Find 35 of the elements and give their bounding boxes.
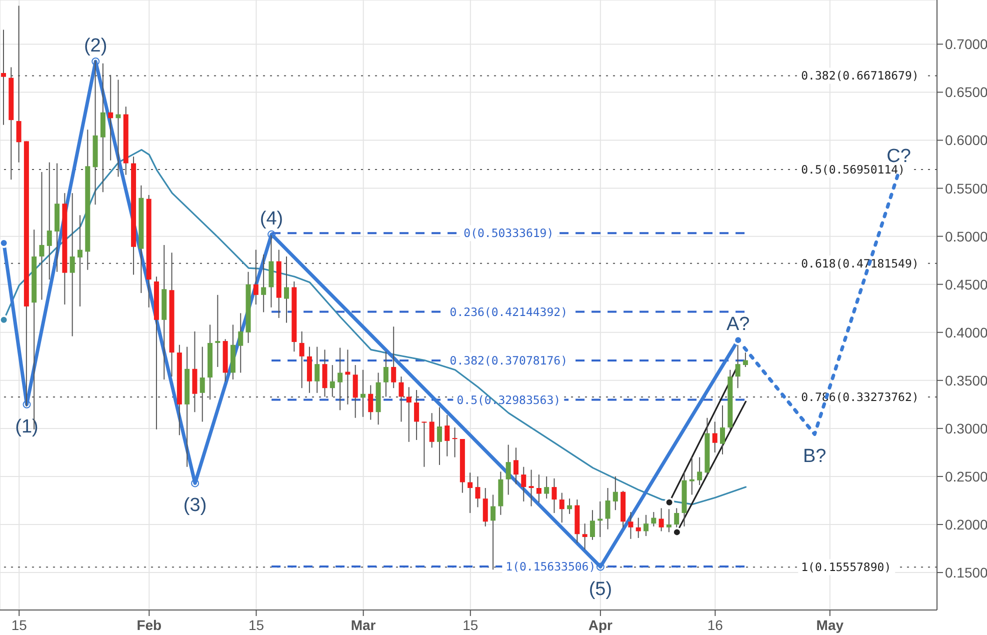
x-tick-label: 15 [248, 617, 264, 633]
y-tick-label: 0.5500 [945, 180, 987, 196]
x-tick-label: Feb [136, 617, 162, 633]
annotation: (3) [183, 495, 207, 516]
annotation: (1) [15, 416, 38, 438]
y-tick-label: 0.1500 [945, 564, 987, 581]
annotation: (2) [84, 35, 108, 56]
y-tick-label: 0.3500 [945, 372, 987, 388]
annotation: (5) [588, 578, 612, 600]
x-tick-label: 15 [462, 617, 478, 633]
y-tick-label: 0.2000 [945, 516, 987, 532]
ref-line-label: 0.786(0.33273762) [801, 390, 919, 404]
ref-line-label: 0.5(0.56950114) [801, 162, 905, 177]
x-tick-label: Mar [350, 617, 376, 633]
ref-line-label: 0.382(0.66718679) [801, 68, 919, 83]
ref-line-label: 1(0.15557890) [801, 560, 892, 574]
y-tick-label: 0.7000 [945, 36, 987, 52]
annotation: (4) [260, 208, 284, 230]
annotation: B? [802, 446, 826, 468]
ref-line-label: 0.236(0.42144392) [450, 304, 568, 319]
y-tick-label: 0.5000 [945, 228, 987, 244]
ref-line-label: 0(0.50333619) [464, 226, 554, 240]
y-tick-label: 0.4000 [945, 324, 987, 340]
ref-line-label: 1(0.15633506) [506, 559, 596, 574]
annotation: A? [726, 314, 750, 336]
y-tick-label: 0.2500 [945, 468, 987, 484]
y-tick-label: 0.4500 [945, 276, 987, 292]
y-tick-label: 0.6000 [945, 132, 987, 148]
y-tick-label: 0.6500 [945, 84, 987, 100]
x-tick-label: 15 [11, 617, 28, 633]
x-tick-label: May [816, 617, 844, 633]
ref-line-label: 0.382(0.37078176) [450, 353, 568, 368]
y-tick-label: 0.3000 [945, 420, 987, 436]
x-tick-label: Apr [588, 617, 614, 633]
x-tick-label: 16 [707, 617, 724, 633]
